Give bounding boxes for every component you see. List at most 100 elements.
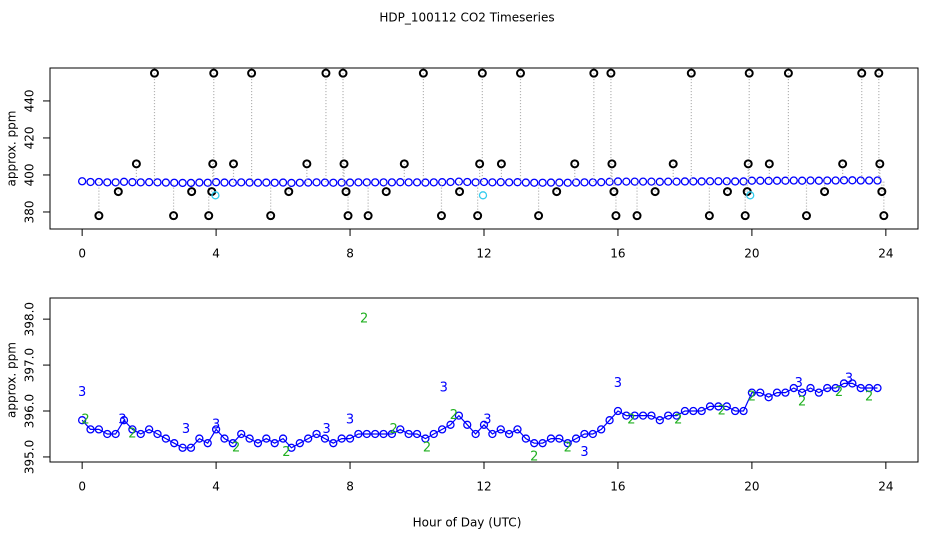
- point: [337, 178, 346, 187]
- point: [270, 439, 279, 448]
- point-marker: 2: [232, 440, 240, 455]
- point: [479, 177, 489, 187]
- point: [857, 68, 867, 78]
- point: [747, 388, 757, 397]
- point: [823, 383, 832, 393]
- point-marker: 3: [212, 417, 220, 432]
- point: [412, 178, 422, 187]
- point: [329, 439, 338, 448]
- point: [756, 176, 765, 185]
- point: [266, 211, 276, 221]
- x-tick-label: 8: [346, 480, 354, 494]
- point: [247, 68, 257, 78]
- point: [838, 159, 848, 169]
- point: [220, 434, 229, 443]
- point: [136, 178, 145, 187]
- point: [705, 177, 715, 186]
- point: [504, 429, 514, 439]
- x-tick-label: 0: [78, 247, 86, 261]
- panel: 0 4 8 12 16 20 24 395.0 396.0 397.0 398.0 approx. p…: [5, 297, 919, 494]
- point: [488, 429, 497, 439]
- point: [613, 406, 623, 416]
- point: [77, 416, 87, 425]
- point: [530, 178, 539, 187]
- point: [848, 379, 857, 388]
- point: [94, 211, 104, 221]
- point: [521, 434, 531, 443]
- point: [86, 425, 95, 434]
- point: [228, 439, 237, 448]
- point: [161, 434, 171, 443]
- y-axis-label: approx. ppm: [5, 342, 19, 418]
- point: [764, 176, 773, 186]
- point: [437, 178, 447, 187]
- point: [814, 388, 824, 397]
- point-marker: 3: [483, 413, 491, 428]
- y-tick-label: 398.0: [23, 302, 37, 336]
- point: [338, 68, 348, 78]
- point: [245, 434, 254, 443]
- y-tick-label: 380: [23, 201, 37, 224]
- point: [686, 68, 696, 78]
- point: [354, 429, 363, 439]
- point: [496, 425, 505, 434]
- point: [831, 176, 840, 185]
- point-marker: 3: [346, 413, 354, 428]
- point: [664, 411, 673, 420]
- point: [362, 429, 371, 439]
- point: [253, 178, 263, 187]
- point-marker: 3: [580, 445, 588, 460]
- point: [705, 402, 715, 411]
- point-marker: 3: [845, 371, 853, 386]
- point: [379, 178, 388, 187]
- point: [387, 429, 397, 439]
- point: [186, 443, 196, 452]
- point: [650, 187, 660, 197]
- x-tick-label: 16: [610, 480, 625, 494]
- point-marker: 2: [282, 445, 290, 460]
- point: [856, 383, 865, 393]
- point: [203, 178, 212, 187]
- point: [94, 425, 104, 434]
- point-marker: 3: [118, 413, 126, 428]
- point: [136, 429, 145, 439]
- point: [588, 178, 597, 187]
- point: [161, 178, 171, 187]
- point: [454, 411, 464, 420]
- point: [789, 176, 798, 185]
- point: [128, 425, 137, 434]
- point: [722, 177, 731, 186]
- point: [839, 379, 849, 388]
- point: [343, 211, 353, 221]
- x-tick-label: 4: [212, 480, 220, 494]
- point: [362, 178, 371, 187]
- point: [672, 411, 681, 420]
- point: [228, 178, 237, 187]
- point: [722, 187, 732, 197]
- point: [513, 425, 522, 434]
- point: [208, 159, 218, 169]
- point: [704, 211, 714, 221]
- point: [739, 177, 748, 186]
- point: [429, 429, 438, 439]
- point: [823, 176, 832, 185]
- point: [873, 176, 882, 185]
- point: [455, 187, 465, 197]
- y-axis-label: approx. ppm: [5, 111, 19, 187]
- point: [772, 388, 782, 397]
- point: [555, 434, 564, 443]
- x-tick-label: 20: [744, 480, 759, 494]
- point: [287, 443, 296, 452]
- point: [655, 177, 664, 186]
- point: [404, 429, 413, 439]
- point: [571, 178, 581, 187]
- x-tick-label: 24: [878, 480, 893, 494]
- y-tick-label: 396.0: [23, 394, 37, 428]
- point: [321, 68, 331, 78]
- point: [421, 434, 430, 443]
- point: [664, 177, 673, 186]
- point: [131, 159, 141, 169]
- x-tick-label: 20: [744, 247, 759, 261]
- point-marker: 2: [423, 440, 431, 455]
- point-marker: 2: [627, 413, 635, 428]
